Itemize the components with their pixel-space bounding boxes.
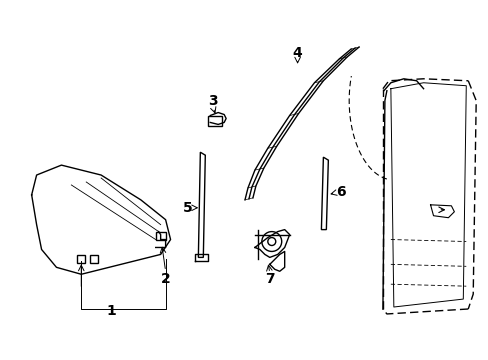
Bar (208, 117, 222, 126)
Text: 6: 6 (336, 185, 346, 199)
Text: 2: 2 (161, 272, 170, 286)
Text: 3: 3 (208, 94, 218, 108)
Text: 7: 7 (264, 272, 274, 286)
Text: 1: 1 (106, 304, 116, 318)
Text: 4: 4 (292, 46, 302, 60)
Text: 5: 5 (182, 201, 192, 215)
Bar (77, 255, 85, 264)
Bar (155, 231, 165, 239)
Bar (90, 255, 98, 264)
